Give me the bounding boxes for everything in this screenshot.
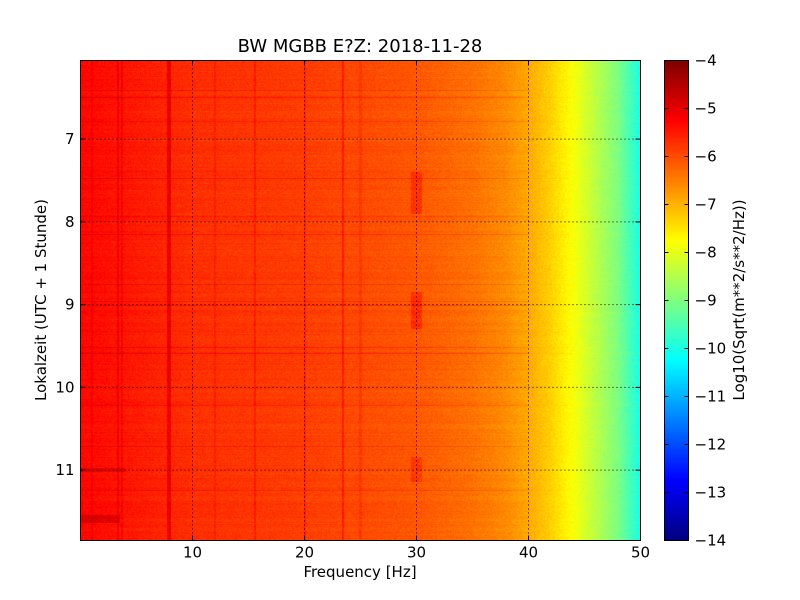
- chart-title: BW MGBB E?Z: 2018-11-28: [238, 36, 483, 57]
- x-tick-label: 30: [407, 544, 426, 562]
- y-tick-label: 10: [55, 378, 74, 396]
- colorbar-tick-label: −9: [695, 292, 717, 310]
- plot-frame: [80, 60, 641, 541]
- y-tick-label: 11: [55, 461, 74, 479]
- colorbar-tick-label: −10: [695, 340, 727, 358]
- colorbar-tick-label: −7: [695, 196, 717, 214]
- x-tick-label: 40: [519, 544, 538, 562]
- colorbar-tick-label: −6: [695, 148, 717, 166]
- x-axis-label: Frequency [Hz]: [303, 563, 416, 581]
- x-tick-label: 10: [183, 544, 202, 562]
- colorbar-ticks: −4 −5 −6 −7 −8 −9 −10 −11 −12 −13 −14: [664, 52, 727, 550]
- colorbar-tick-label: −13: [695, 484, 727, 502]
- x-axis-ticks: 10 20 30 40 50: [183, 60, 650, 562]
- x-tick-label: 20: [295, 544, 314, 562]
- colorbar-tick-label: −8: [695, 244, 717, 262]
- y-tick-label: 9: [65, 296, 75, 314]
- colorbar-tick-label: −11: [695, 388, 727, 406]
- colorbar-tick-label: −4: [695, 52, 717, 70]
- grid-lines: [80, 60, 641, 541]
- colorbar-label: Log10(Sqrt(m**2/s**2/Hz)): [730, 199, 748, 400]
- x-tick-label: 50: [631, 544, 650, 562]
- colorbar-tick-label: −5: [695, 100, 717, 118]
- colorbar-tick-label: −14: [695, 532, 727, 550]
- spectrogram-image: [81, 61, 640, 540]
- y-axis-ticks: 7 8 9 10 11: [55, 130, 641, 479]
- y-tick-label: 7: [65, 130, 75, 148]
- y-axis-label: Lokalzeit (UTC + 1 Stunde): [32, 199, 50, 401]
- y-tick-label: 8: [65, 213, 75, 231]
- colorbar-tick-label: −12: [695, 436, 727, 454]
